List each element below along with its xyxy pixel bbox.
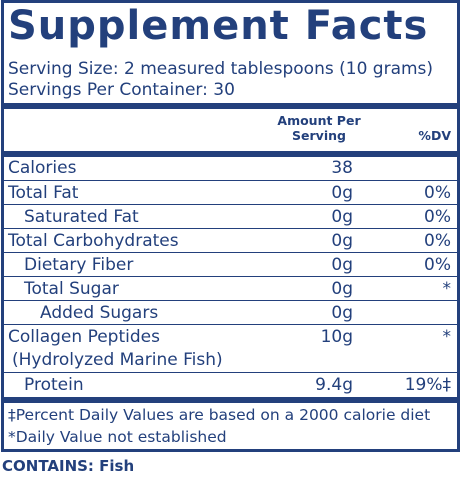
divider bbox=[4, 397, 457, 403]
nutrient-name: Collagen Peptides bbox=[8, 327, 160, 347]
daily-value: 0% bbox=[424, 255, 451, 275]
nutrient-name: Calories bbox=[8, 158, 77, 178]
nutrient-name: Total Fat bbox=[8, 183, 79, 203]
servings-per-container: Servings Per Container: 30 bbox=[8, 80, 235, 100]
nutrient-row: Added Sugars 0g bbox=[4, 300, 457, 325]
nutrient-row: Dietary Fiber 0g 0% bbox=[4, 252, 457, 277]
serving-size: Serving Size: 2 measured tablespoons (10… bbox=[8, 59, 434, 79]
nutrient-name: Saturated Fat bbox=[24, 207, 139, 227]
amount: 9.4g bbox=[315, 375, 353, 395]
nutrient-row: Total Carbohydrates 0g 0% bbox=[4, 228, 457, 253]
nutrient-name: Added Sugars bbox=[40, 303, 159, 323]
footnote: *Daily Value not established bbox=[8, 428, 227, 446]
title: Supplement Facts bbox=[8, 3, 429, 49]
daily-value: * bbox=[442, 279, 452, 299]
amount-header: Amount Per Serving bbox=[277, 113, 361, 143]
amount: 0g bbox=[331, 303, 353, 323]
nutrient-row: Total Fat 0g 0% bbox=[4, 180, 457, 205]
nutrient-name: Total Sugar bbox=[24, 279, 119, 299]
amount: 10g bbox=[320, 327, 353, 347]
divider bbox=[4, 103, 457, 109]
divider bbox=[4, 151, 457, 157]
amount: 0g bbox=[331, 183, 353, 203]
daily-value: 0% bbox=[424, 183, 451, 203]
amount: 0g bbox=[331, 231, 353, 251]
daily-value: 0% bbox=[424, 231, 451, 251]
nutrient-subname: (Hydrolyzed Marine Fish) bbox=[12, 350, 223, 370]
daily-value: 0% bbox=[424, 207, 451, 227]
nutrient-row: Saturated Fat 0g 0% bbox=[4, 204, 457, 229]
nutrient-name: Protein bbox=[24, 375, 84, 395]
nutrient-row: Protein 9.4g 19%‡ bbox=[4, 372, 457, 397]
amount: 0g bbox=[331, 255, 353, 275]
daily-value: * bbox=[442, 327, 452, 347]
contains: CONTAINS: Fish bbox=[2, 457, 135, 475]
nutrient-name: Dietary Fiber bbox=[24, 255, 134, 275]
daily-value: 19%‡ bbox=[404, 375, 451, 395]
nutrient-name: Total Carbohydrates bbox=[8, 231, 179, 251]
amount: 38 bbox=[331, 158, 353, 178]
amount: 0g bbox=[331, 279, 353, 299]
nutrient-row: Collagen Peptides (Hydrolyzed Marine Fish… bbox=[4, 324, 457, 373]
facts-box: Supplement Facts Serving Size: 2 measure… bbox=[1, 0, 460, 452]
dv-header: %DV bbox=[418, 128, 451, 143]
nutrient-row: Total Sugar 0g * bbox=[4, 276, 457, 301]
nutrient-row: Calories 38 bbox=[4, 156, 457, 180]
footnote: ‡Percent Daily Values are based on a 200… bbox=[8, 406, 431, 424]
amount: 0g bbox=[331, 207, 353, 227]
